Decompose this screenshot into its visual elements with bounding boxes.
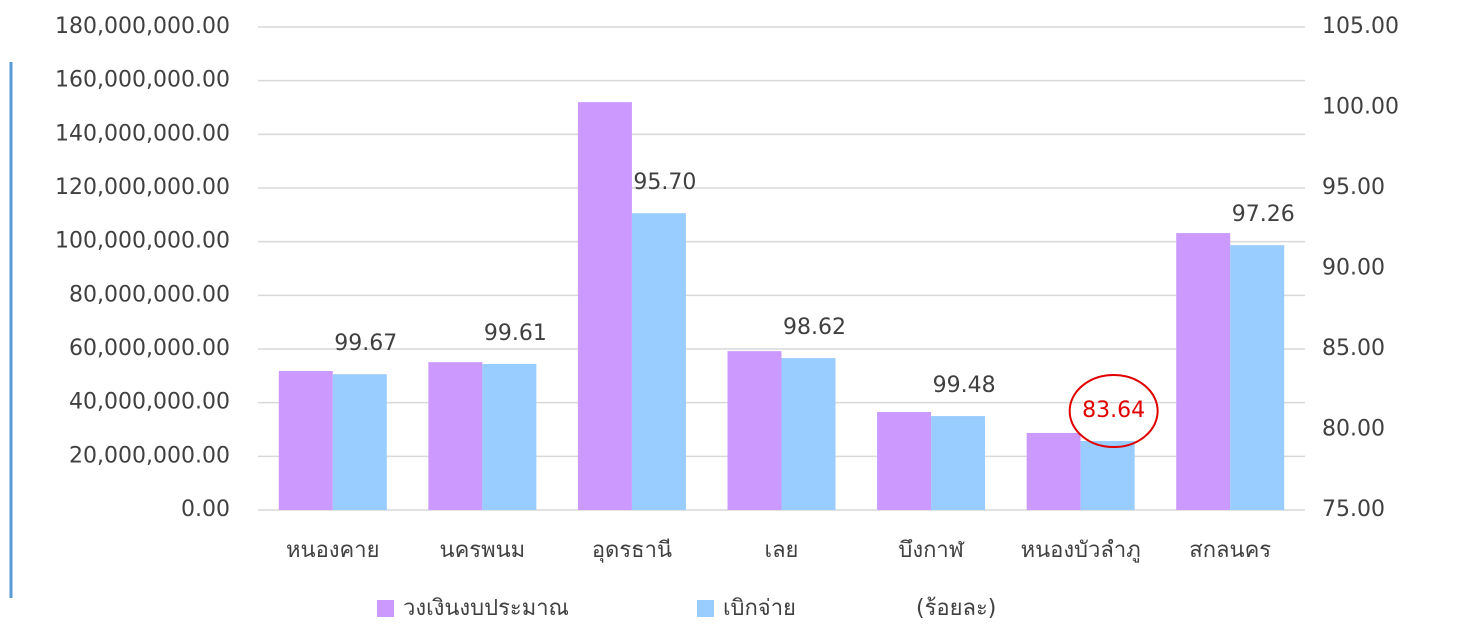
legend-swatch <box>377 600 394 617</box>
bar <box>1176 233 1231 510</box>
y-tick-label: 160,000,000.00 <box>55 68 230 93</box>
legend-swatch <box>697 600 714 617</box>
data-label: 98.62 <box>783 315 846 340</box>
bar <box>727 351 782 510</box>
legend-label: วงเงินงบประมาณ <box>403 596 569 621</box>
y2-tick-label: 100.00 <box>1322 95 1399 120</box>
y2-tick-label: 95.00 <box>1322 175 1385 200</box>
x-tick-label: เลย <box>765 538 799 563</box>
x-tick-label: หนองบัวลำภู <box>1021 538 1141 563</box>
data-label: 99.61 <box>484 321 547 346</box>
bar <box>1080 441 1135 510</box>
bar <box>332 374 387 510</box>
bar <box>631 213 686 510</box>
data-label: 99.48 <box>933 373 996 398</box>
bar <box>877 412 932 510</box>
x-tick-label: บึงกาฬ <box>898 538 964 563</box>
data-label: 83.64 <box>1082 398 1145 423</box>
bar <box>781 358 836 510</box>
x-tick-label: อุดรธานี <box>592 538 672 563</box>
x-tick-label: หนองคาย <box>286 538 379 563</box>
bar <box>1230 245 1285 510</box>
bar <box>577 102 632 510</box>
y-tick-label: 0.00 <box>181 497 230 522</box>
y-tick-label: 80,000,000.00 <box>69 282 230 307</box>
data-label: 99.67 <box>334 331 397 356</box>
bar <box>278 371 333 510</box>
y-tick-label: 120,000,000.00 <box>55 175 230 200</box>
y-tick-label: 100,000,000.00 <box>55 229 230 254</box>
legend-label: (ร้อยละ) <box>916 596 996 621</box>
y2-tick-label: 85.00 <box>1322 336 1385 361</box>
bar <box>1026 432 1081 510</box>
x-tick-label: นครพนม <box>440 538 526 563</box>
y-tick-label: 180,000,000.00 <box>55 14 230 39</box>
y2-tick-label: 80.00 <box>1322 417 1385 442</box>
bar <box>931 416 986 510</box>
y-tick-label: 140,000,000.00 <box>55 121 230 146</box>
y-tick-label: 20,000,000.00 <box>69 443 230 468</box>
bar <box>482 364 537 510</box>
highlight-circle <box>1068 374 1159 449</box>
data-label: 97.26 <box>1232 202 1295 227</box>
y2-tick-label: 90.00 <box>1322 256 1385 281</box>
y2-tick-label: 105.00 <box>1322 14 1399 39</box>
bar <box>428 362 483 510</box>
legend-label: เบิกจ่าย <box>723 596 796 621</box>
x-tick-label: สกลนคร <box>1189 538 1271 563</box>
y-tick-label: 40,000,000.00 <box>69 390 230 415</box>
y-tick-label: 60,000,000.00 <box>69 336 230 361</box>
y2-tick-label: 75.00 <box>1322 497 1385 522</box>
data-label: 95.70 <box>633 170 696 195</box>
